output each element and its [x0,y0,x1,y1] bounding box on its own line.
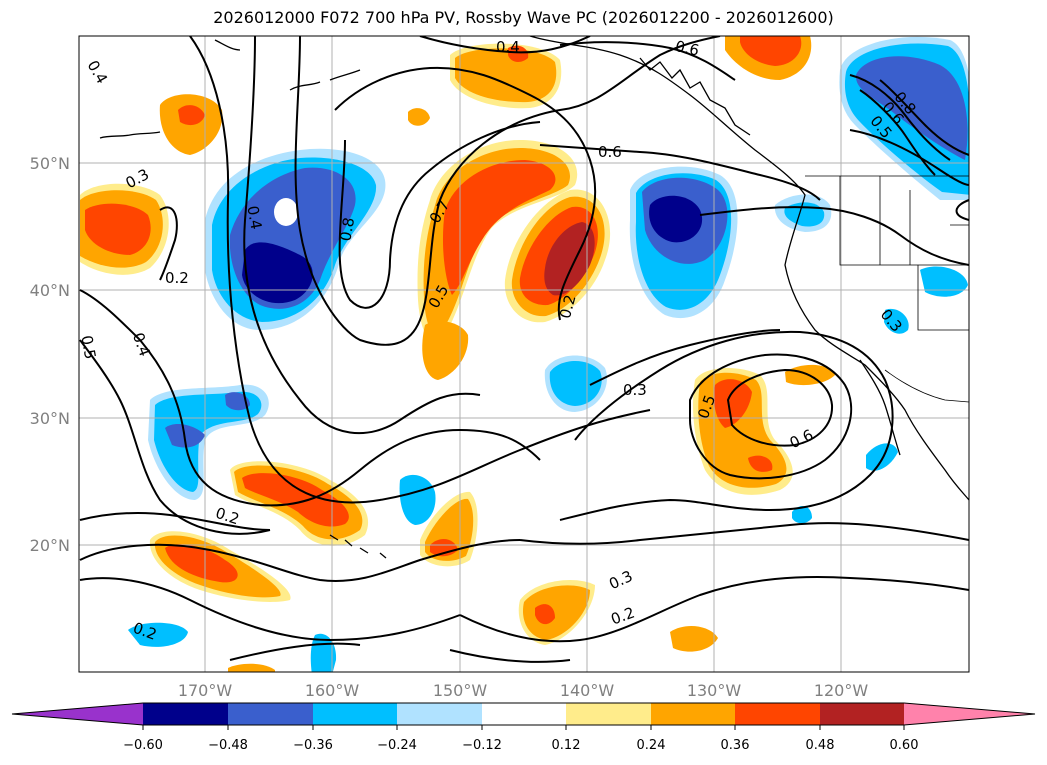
pv-contours [79,36,969,663]
lat-label: 40°N [30,281,70,300]
colorbar-tick-label: −0.48 [208,738,248,753]
positive-anomaly-subtropical [693,364,835,495]
latitude-labels: 50°N 40°N 30°N 20°N [30,154,70,555]
colorbar-extend-max [904,703,1035,725]
contour-label: 0.6 [674,37,701,60]
lon-label: 170°W [178,681,233,700]
negative-anomaly-nw [205,148,386,330]
contour-label: 0.2 [556,293,580,321]
contour-label: 0.4 [243,204,265,231]
contour-label: 0.2 [165,269,189,287]
contour-label: 0.4 [496,38,520,56]
lon-label: 150°W [433,681,488,700]
colorbar-tick-label: 0.36 [721,738,750,753]
contour-label: 0.3 [623,381,647,399]
lat-label: 20°N [30,536,70,555]
colorbar-tick-label: 0.24 [637,738,666,753]
contour-label: 0.8 [336,216,358,243]
coastlines [99,36,969,559]
colorbar-bin [651,703,735,725]
figure-title: 2026012000 F072 700 hPa PV, Rossby Wave … [213,8,834,27]
map-frame [78,35,970,673]
colorbar-bin [735,703,820,725]
longitude-labels: 170°W 160°W 150°W 140°W 130°W 120°W [178,681,869,700]
pv-anomaly-shading [80,36,969,672]
colorbar: −0.60 −0.48 −0.36 −0.24 −0.12 0.12 0.24 … [11,702,1036,753]
lat-label: 50°N [30,154,70,173]
colorbar-bin [228,703,313,725]
colorbar-tick-label: −0.60 [123,738,163,753]
colorbar-tick-label: −0.36 [293,738,333,753]
colorbar-tick-label: 0.60 [890,738,919,753]
colorbar-bin [397,703,482,725]
graticule [79,36,969,672]
colorbar-bin [820,703,904,725]
negative-anomaly-gulf [629,166,738,319]
positive-anomaly-east [504,189,611,323]
lon-label: 130°W [687,681,742,700]
contour-label: 0.5 [77,334,99,361]
positive-anomaly-west [80,36,812,275]
political-borders [805,175,969,403]
colorbar-tick-label: 0.12 [552,738,581,753]
lon-label: 140°W [560,681,615,700]
map-content: 0.4 0.6 0.4 0.3 0.2 0.4 0.8 0.7 0.5 0.2 … [77,36,969,672]
colorbar-tick-label: −0.12 [462,738,502,753]
colorbar-bin [143,703,228,725]
colorbar-extend-min [12,703,143,725]
lon-label: 160°W [305,681,360,700]
contour-label: 0.6 [598,143,622,161]
colorbar-bin [482,703,566,725]
lon-label: 120°W [814,681,869,700]
colorbar-bin [313,703,397,725]
colorbar-tick-label: 0.48 [806,738,835,753]
colorbar-tick-label: −0.24 [377,738,417,753]
colorbar-bin [566,703,651,725]
lat-label: 30°N [30,409,70,428]
